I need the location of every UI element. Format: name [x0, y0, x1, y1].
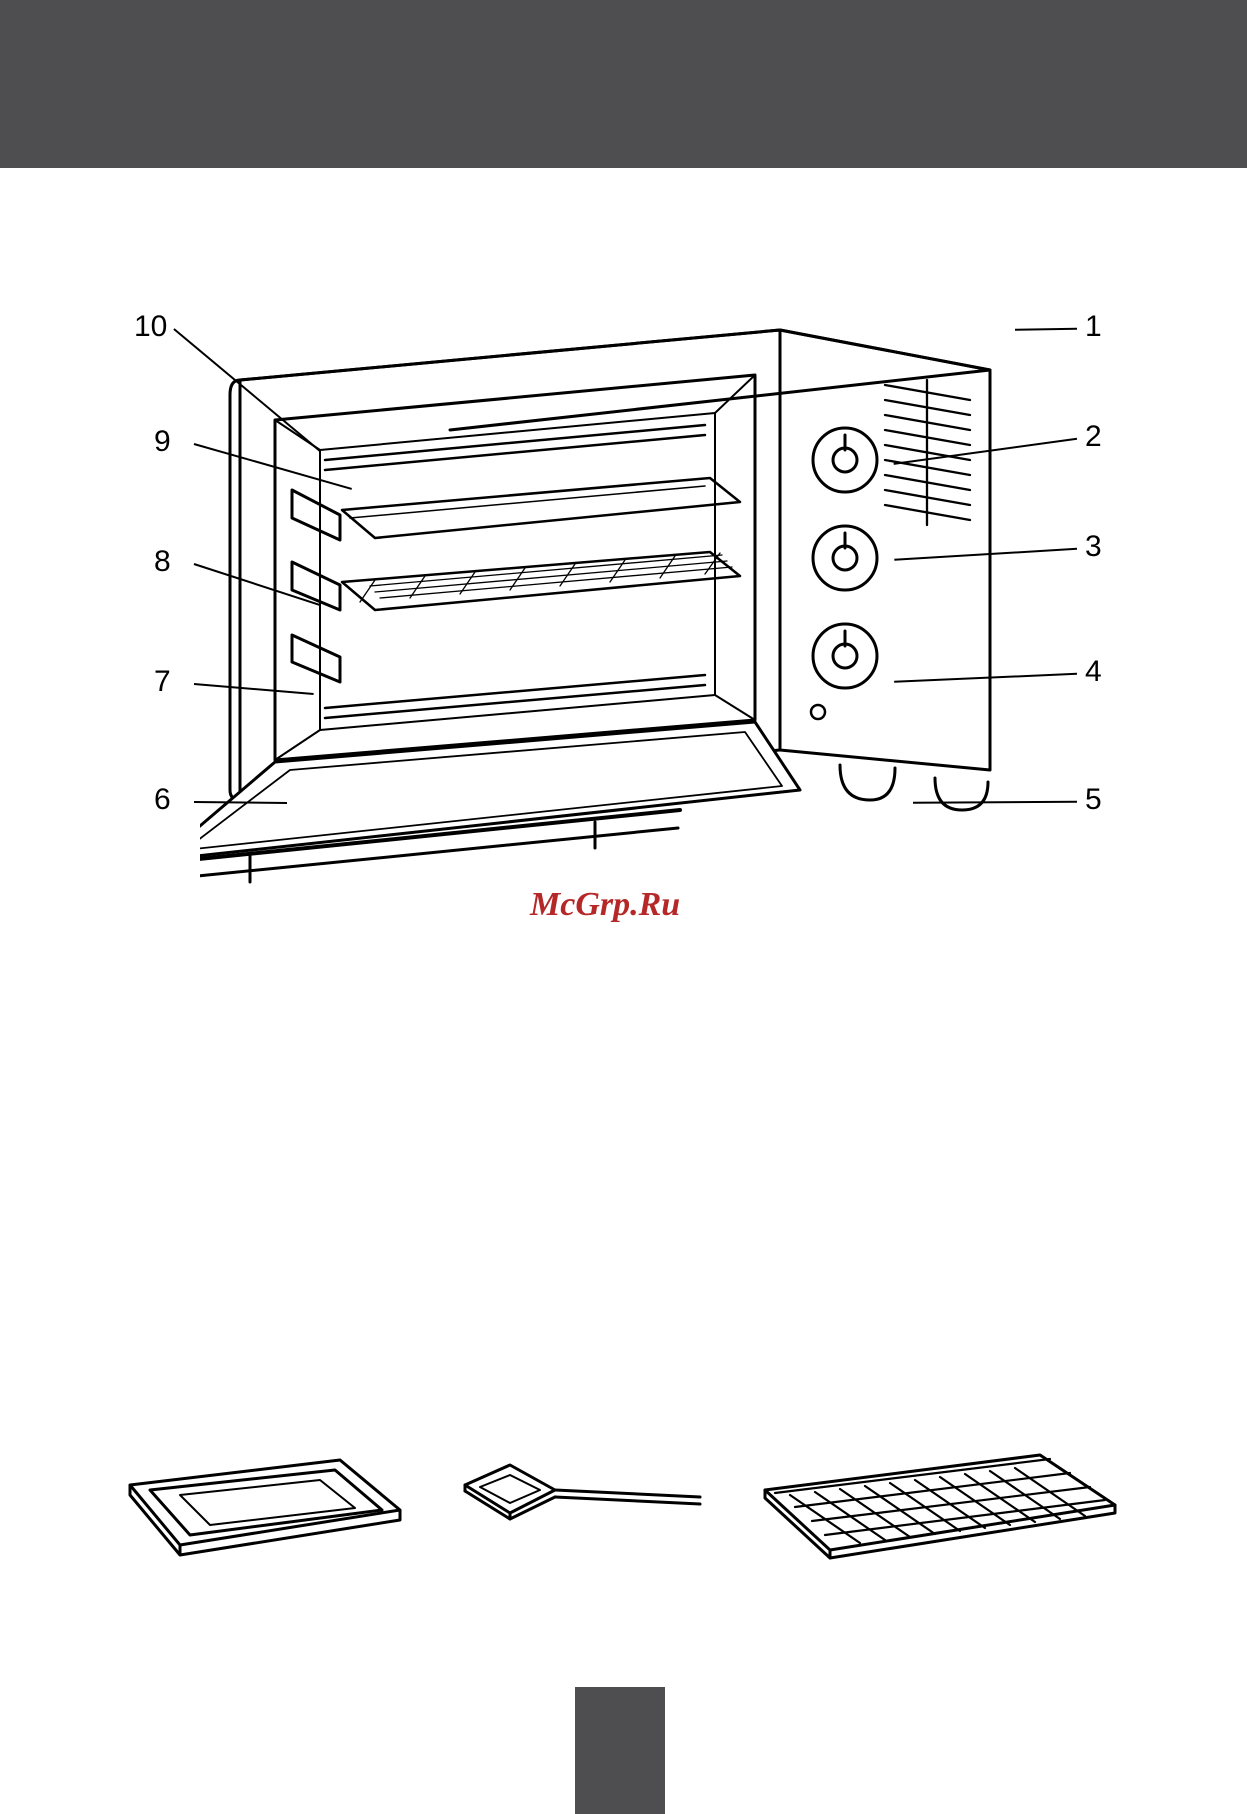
callout-6: 6: [154, 783, 171, 817]
callout-4: 4: [1085, 655, 1102, 689]
callout-3: 3: [1085, 530, 1102, 564]
callout-8: 8: [154, 545, 171, 579]
header-bar: [0, 0, 1247, 168]
callout-10: 10: [134, 310, 167, 344]
callout-1: 1: [1085, 310, 1102, 344]
oven-diagram: [200, 300, 1030, 920]
watermark-text: McGrp.Ru: [530, 886, 680, 924]
document-page: 10 9 8 7 6 1 2 3 4 5 McGrp.Ru: [0, 0, 1247, 1814]
callout-5: 5: [1085, 783, 1102, 817]
accessory-wire-rack: [740, 1435, 1130, 1565]
leader-line: [1015, 328, 1077, 331]
callout-9: 9: [154, 425, 171, 459]
callout-7: 7: [154, 665, 171, 699]
accessory-tray-handle: [455, 1455, 705, 1535]
accessory-baking-tray: [110, 1440, 410, 1570]
callout-2: 2: [1085, 420, 1102, 454]
footer-page-block: [575, 1687, 665, 1814]
